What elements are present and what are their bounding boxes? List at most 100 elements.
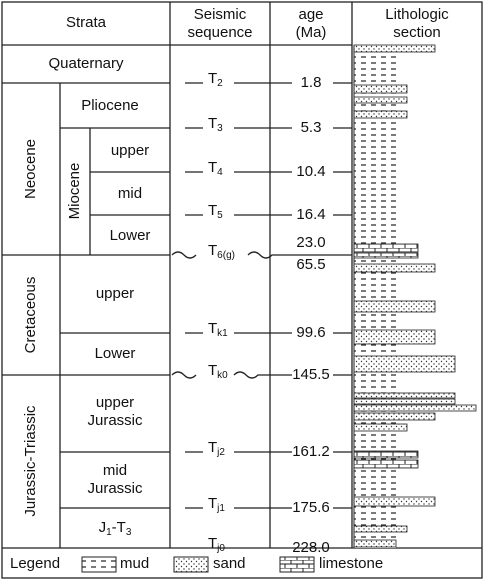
stratum-label: upper	[96, 394, 134, 411]
text-part: -T	[112, 519, 126, 536]
age-label: 10.4	[296, 163, 325, 180]
horizon-name: T	[208, 320, 217, 337]
stratum-label: Quaternary	[48, 55, 124, 72]
lith-bed	[353, 459, 419, 469]
header-seismic: sequence	[187, 24, 252, 41]
age-label: 175.6	[292, 499, 330, 516]
lith-bed	[353, 110, 408, 119]
unconformity	[171, 371, 197, 379]
horizon-label: T5	[208, 202, 223, 221]
stratum-label: mid	[103, 462, 127, 479]
horizon-label: Tj2	[208, 439, 225, 458]
lith-bed	[353, 252, 419, 259]
stratum-label: Jurassic	[87, 480, 143, 497]
stratum-label: Lower	[110, 227, 151, 244]
legend-title: Legend	[10, 555, 60, 572]
horizon-name: T	[208, 495, 217, 512]
header-age: age	[298, 6, 323, 23]
horizon-label: T3	[208, 115, 223, 134]
header-age: (Ma)	[296, 24, 327, 41]
lith-bed	[353, 539, 397, 548]
age-label: 228.0	[292, 539, 330, 556]
stratum-label: Miocene	[66, 163, 83, 220]
lith-base	[354, 45, 396, 548]
unconformity	[233, 371, 292, 379]
subscript: 1	[106, 527, 112, 538]
legend-item: mud	[120, 555, 149, 572]
lith-bed	[353, 450, 419, 459]
age-label: 23.0	[296, 234, 325, 251]
lith-bed	[353, 329, 436, 345]
horizon-sub: 6(g)	[217, 250, 235, 261]
subscript: 3	[126, 527, 132, 538]
age-label: 161.2	[292, 443, 330, 460]
lith-bed	[353, 243, 419, 253]
lith-bed	[353, 96, 408, 104]
lith-bed	[353, 525, 408, 533]
horizons: T2T3T4T5T6(g)Tk1Tk0Tj2Tj1Tj01.85.310.416…	[171, 70, 352, 556]
lith-bed	[353, 404, 477, 412]
age-label: 16.4	[296, 206, 325, 223]
stratum-label: Neocene	[22, 139, 39, 199]
age-label: 99.6	[296, 324, 325, 341]
legend-swatch	[173, 556, 209, 573]
horizon-sub: k0	[217, 370, 228, 381]
horizon-label: T2	[208, 70, 223, 89]
horizon-name: T	[208, 242, 217, 259]
lith-bed	[353, 84, 408, 94]
horizon-label: Tj0	[208, 535, 225, 554]
horizon-name: T	[208, 535, 217, 552]
horizon-sub: 4	[217, 167, 223, 178]
lith-bed	[353, 412, 436, 421]
horizon-sub: 2	[217, 78, 223, 89]
horizon-label: Tk0	[208, 362, 228, 381]
legend-swatch	[279, 556, 315, 573]
horizon-name: T	[208, 115, 217, 132]
unconformity	[247, 251, 292, 259]
lith-bed	[353, 392, 456, 399]
lith-bed	[353, 355, 456, 373]
age-label: 5.3	[301, 119, 322, 136]
horizon-name: T	[208, 362, 217, 379]
horizon-sub: k1	[217, 328, 228, 339]
legend-item: limestone	[319, 555, 383, 572]
horizon-label: Tj1	[208, 495, 225, 514]
age-label: 145.5	[292, 366, 330, 383]
lith-bed	[353, 496, 436, 507]
header-lithology: Lithologic	[385, 6, 449, 23]
stratum-label: Jurassic-Triassic	[22, 405, 39, 517]
horizon-name: T	[208, 202, 217, 219]
stratum-label: J1-T3	[99, 519, 132, 538]
horizon-name: T	[208, 159, 217, 176]
horizon-sub: j0	[216, 543, 225, 554]
horizon-label: Tk1	[208, 320, 228, 339]
header-strata: Strata	[66, 14, 107, 31]
text-part: J	[99, 519, 107, 536]
stratum-label: upper	[111, 142, 149, 159]
horizon-label: T6(g)	[208, 242, 235, 261]
horizon-sub: 3	[217, 123, 223, 134]
lith-bed	[353, 398, 456, 405]
stratum-label: Jurassic	[87, 412, 143, 429]
horizon-sub: j1	[216, 503, 225, 514]
horizon-sub: j2	[216, 447, 225, 458]
horizon-name: T	[208, 70, 217, 87]
header-lithology: section	[393, 24, 441, 41]
header-seismic: Seismic	[194, 6, 247, 23]
legend-item: sand	[213, 555, 246, 572]
legend-swatch	[81, 556, 117, 573]
lith-bed	[353, 423, 408, 432]
age-label: 1.8	[301, 74, 322, 91]
horizon-sub: 5	[217, 210, 223, 221]
lith-bed	[353, 300, 436, 313]
lith-bed	[353, 44, 436, 53]
horizon-label: T4	[208, 159, 223, 178]
age-label: 65.5	[296, 256, 325, 273]
horizon-name: T	[208, 439, 217, 456]
unconformity	[171, 251, 197, 259]
stratum-label: Lower	[95, 345, 136, 362]
lithologic-column	[353, 44, 477, 548]
stratum-label: Pliocene	[81, 97, 139, 114]
